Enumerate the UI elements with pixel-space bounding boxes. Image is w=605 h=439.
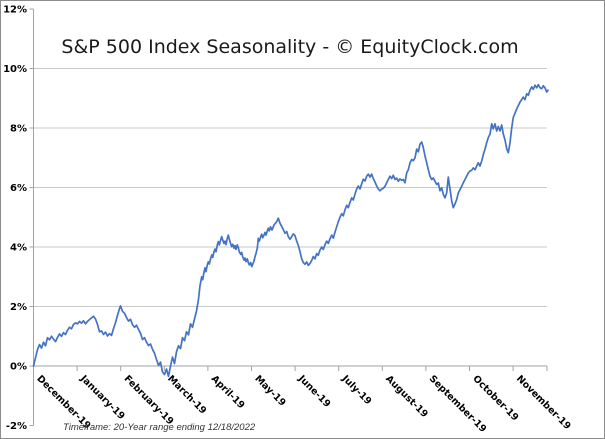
y-tick-label: 4% [10,243,27,254]
gridlines [33,68,547,307]
y-axis-labels: 12% 10% 8% 6% 4% 2% 0% -2% [3,5,27,433]
y-tick-label: 6% [10,183,27,194]
chart-title: S&P 500 Index Seasonality - © EquityCloc… [61,36,518,58]
axes [29,8,548,426]
y-tick-label: 12% [3,5,27,16]
chart-footnote: Timeframe: 20-Year range ending 12/18/20… [63,422,256,433]
y-tick-label: -2% [6,421,27,432]
seasonality-line [32,83,549,378]
y-tick-label: 8% [10,124,27,135]
y-tick-label: 2% [10,302,27,313]
y-tick-label: 10% [3,64,27,75]
y-tick-label: 0% [10,362,27,373]
